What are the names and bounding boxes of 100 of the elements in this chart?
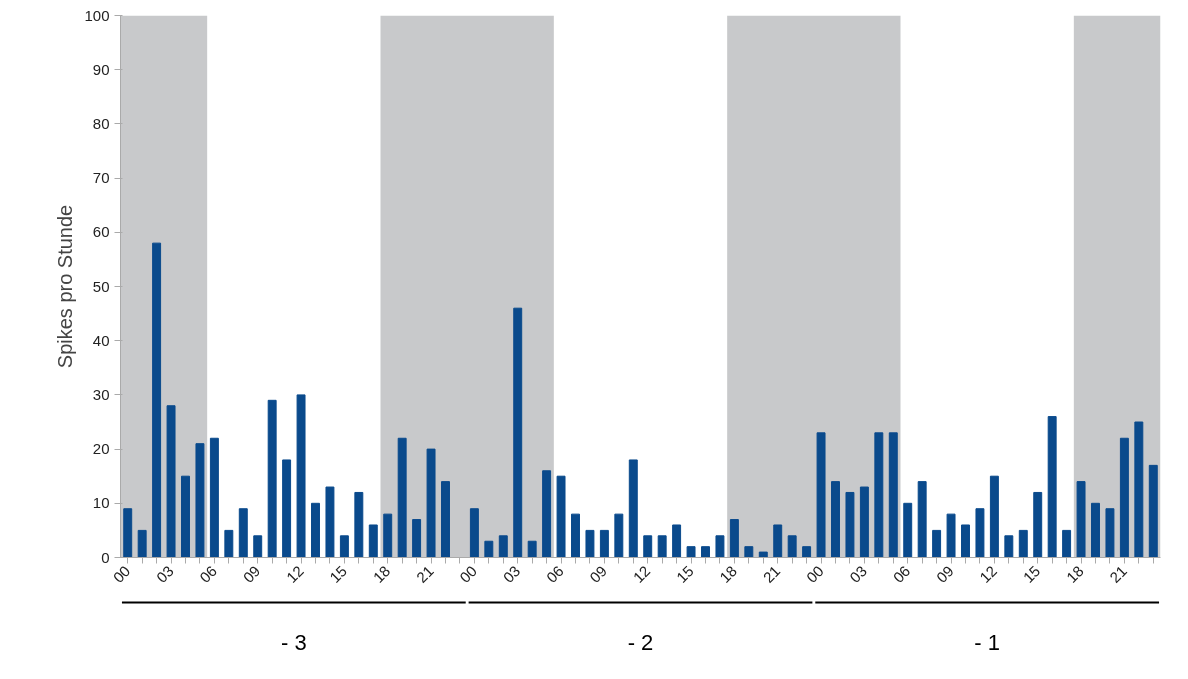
bar [469,508,479,558]
bar [657,535,667,558]
bar [484,540,494,558]
y-tick-label: 30 [92,385,110,403]
x-tick-label: 00 [109,562,134,586]
bar [917,481,927,558]
bar [542,470,552,558]
x-tick-label: 09 [239,562,264,586]
bar [253,535,263,558]
bar [224,529,234,558]
bar [773,524,783,558]
bar [643,535,653,558]
bar [267,399,277,558]
bar [874,432,884,558]
y-tick-label: 40 [92,331,110,349]
bar [744,546,754,558]
bar [585,529,595,558]
y-tick-label: 10 [92,494,110,512]
bar [672,524,682,558]
bar [123,508,133,558]
bar [152,242,162,558]
x-tick-label: 00 [456,562,481,586]
bar [166,405,176,558]
bar [1134,421,1144,558]
y-tick-label: 20 [92,440,110,458]
bar [859,486,869,558]
bar [1062,529,1072,558]
x-tick-label: 15 [672,562,697,586]
bar [1047,416,1057,558]
bar [961,524,970,558]
bar [556,475,566,558]
bar [412,519,422,558]
bar [397,437,407,558]
x-tick-label: 12 [282,562,307,586]
x-tick-label: 06 [542,562,567,586]
y-tick-label: 90 [92,60,110,78]
y-tick-label: 80 [92,114,110,132]
bar [888,432,898,558]
bar [686,546,696,558]
x-tick-label: 09 [932,562,957,586]
x-tick-label: 18 [369,562,394,586]
bar [498,535,508,558]
bar [571,513,580,558]
bar [209,437,219,558]
bar [282,459,292,558]
bar [426,448,436,558]
bar [513,307,523,558]
bar [368,524,378,558]
bar [975,508,985,558]
text: - 3 [281,630,307,655]
x-tick-label: 21 [1106,562,1131,586]
x-tick-label: 12 [629,562,654,586]
bar [1148,464,1158,558]
bar [787,535,797,558]
bar [238,508,248,558]
bar [383,513,393,558]
bar [816,432,826,558]
bar [1119,437,1129,558]
bar [614,513,624,558]
bar [354,491,364,558]
bar [311,502,320,558]
y-axis-title: Spikes pro Stunde [54,204,77,369]
bar [137,529,147,558]
y-tick-label: 100 [84,6,110,24]
y-tick-label: 50 [92,277,110,295]
y-tick-label: 60 [92,223,110,241]
x-tick-label: 03 [499,562,524,586]
bar [845,491,855,558]
bar [628,459,638,558]
bar [1033,491,1043,558]
bar [932,529,942,558]
x-tick-label: 18 [716,562,741,586]
bar [701,546,710,558]
x-tick-label: 03 [846,562,871,586]
bar [802,546,812,558]
bar [339,535,349,558]
bar [1105,508,1115,558]
x-tick-label: 15 [326,562,351,586]
bar [946,513,956,558]
bar [715,535,725,558]
bar [1076,481,1086,558]
bar [325,486,335,558]
bar [729,519,739,558]
y-tick-label: 70 [92,169,110,187]
x-tick-label: 09 [586,562,611,586]
bar [989,475,999,558]
x-tick-label: 12 [976,562,1001,586]
x-tick-label: 21 [759,562,784,586]
bar [1004,535,1014,558]
bar [441,481,450,558]
x-tick-label: 21 [412,562,437,586]
bar [181,475,190,558]
x-tick-label: 06 [889,562,914,586]
bar [296,394,306,558]
x-tick-label: 06 [196,562,221,586]
bar [1018,529,1028,558]
bar [599,529,609,558]
bar [527,540,537,558]
bar [195,443,205,558]
bar [758,551,768,558]
